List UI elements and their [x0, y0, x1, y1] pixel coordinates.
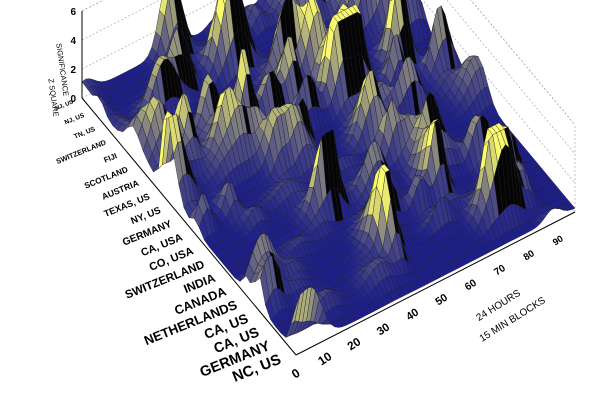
z-tick-label: 2	[70, 65, 76, 76]
surface-cell	[290, 295, 301, 326]
surface-mesh	[81, 0, 576, 338]
x-tick-label: 30	[375, 321, 392, 338]
x-tick-label: 20	[345, 334, 364, 353]
x-tick-label: 0	[289, 366, 302, 382]
z-gridline	[81, 0, 576, 126]
x-tick-label: 40	[404, 307, 421, 324]
z-tick-label: 0	[70, 94, 76, 105]
z-gridline	[81, 0, 576, 155]
z-tick-label: 6	[70, 7, 76, 18]
z-tick-label: 4	[70, 36, 76, 47]
x-tick-label: 60	[463, 278, 479, 294]
x-tick-label: 10	[315, 349, 334, 368]
category-tick-label: TN, US	[73, 126, 97, 141]
x-tick-label: 70	[492, 263, 508, 279]
x-axis-line	[295, 211, 576, 356]
x-tick-label: 50	[433, 292, 450, 309]
x-tick-label: 80	[522, 248, 537, 263]
category-tick-label: SWITZERLAND	[55, 138, 108, 166]
category-tick-label: NJ, US	[64, 112, 86, 126]
z-axis-title-line2: Z SQUARE	[46, 78, 60, 117]
category-axis-line	[81, 97, 297, 356]
surface-cell	[335, 0, 342, 7]
category-tick-label: FIJI	[102, 151, 118, 164]
axes-lines	[81, 11, 576, 356]
surface-cell	[222, 0, 227, 7]
x-tick-label: 90	[551, 233, 565, 247]
